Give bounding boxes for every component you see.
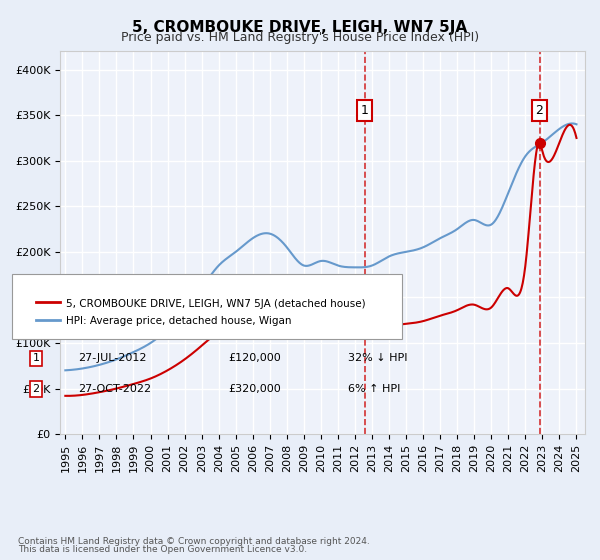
Text: 5, CROMBOUKE DRIVE, LEIGH, WN7 5JA: 5, CROMBOUKE DRIVE, LEIGH, WN7 5JA <box>133 20 467 35</box>
Text: £120,000: £120,000 <box>228 353 281 363</box>
Text: 32% ↓ HPI: 32% ↓ HPI <box>348 353 407 363</box>
Text: 27-JUL-2012: 27-JUL-2012 <box>78 353 146 363</box>
Text: £320,000: £320,000 <box>228 384 281 394</box>
Text: 27-OCT-2022: 27-OCT-2022 <box>78 384 151 394</box>
Text: This data is licensed under the Open Government Licence v3.0.: This data is licensed under the Open Gov… <box>18 545 307 554</box>
Text: Contains HM Land Registry data © Crown copyright and database right 2024.: Contains HM Land Registry data © Crown c… <box>18 537 370 546</box>
Text: Price paid vs. HM Land Registry's House Price Index (HPI): Price paid vs. HM Land Registry's House … <box>121 31 479 44</box>
Text: 2: 2 <box>536 104 544 117</box>
Text: 1: 1 <box>361 104 368 117</box>
Text: 5, CROMBOUKE DRIVE, LEIGH, WN7 5JA (detached house): 5, CROMBOUKE DRIVE, LEIGH, WN7 5JA (deta… <box>66 298 365 309</box>
Text: 2: 2 <box>32 384 40 394</box>
Text: 6% ↑ HPI: 6% ↑ HPI <box>348 384 400 394</box>
Text: 1: 1 <box>32 353 40 363</box>
Text: HPI: Average price, detached house, Wigan: HPI: Average price, detached house, Wiga… <box>66 316 292 326</box>
